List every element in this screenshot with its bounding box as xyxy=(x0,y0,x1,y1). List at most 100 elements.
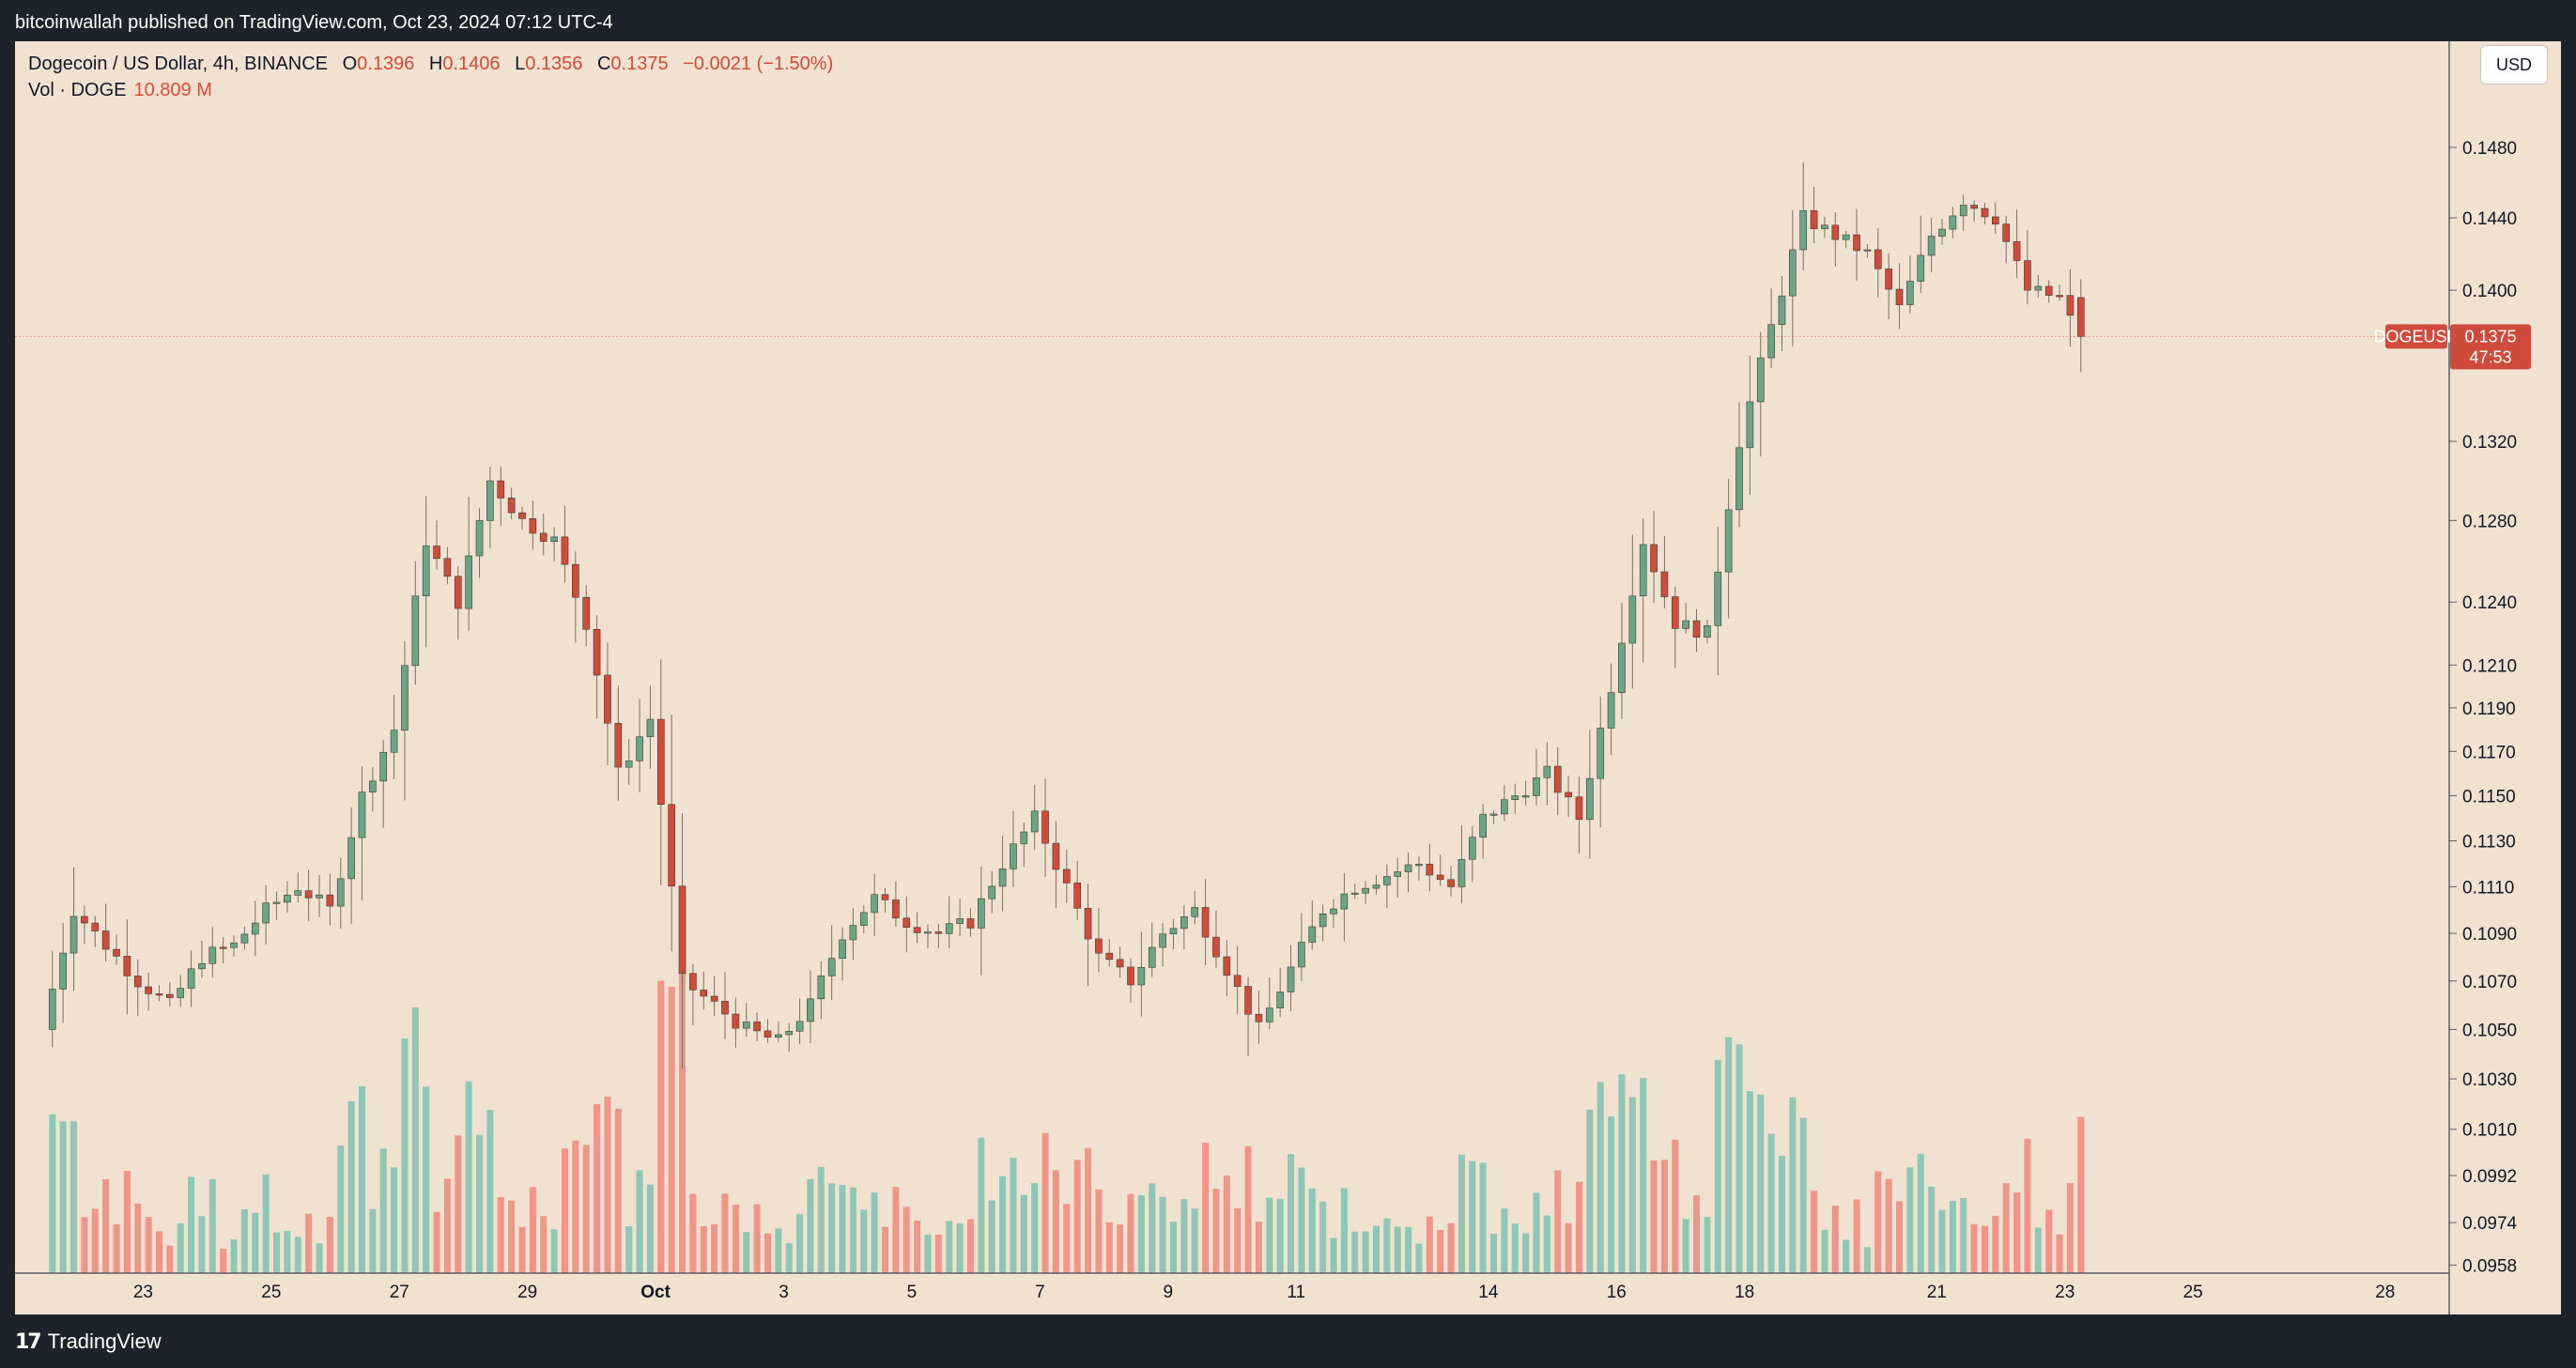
volume-bar xyxy=(849,1187,856,1273)
volume-bar xyxy=(1575,1181,1582,1273)
candle-body xyxy=(1191,907,1199,917)
candle-body xyxy=(433,546,440,560)
volume-bar xyxy=(1212,1189,1220,1273)
candle-body xyxy=(881,894,889,900)
time-tick-label: 27 xyxy=(390,1283,409,1302)
candle-body xyxy=(1906,281,1914,305)
legend-ohlc-row: Dogecoin / US Dollar, 4h, BINANCE O0.139… xyxy=(28,51,833,77)
volume-bar xyxy=(1821,1229,1828,1273)
volume-bar xyxy=(1799,1117,1807,1273)
volume-bar xyxy=(775,1228,782,1273)
candle-body xyxy=(1276,991,1284,1008)
volume-bar xyxy=(1298,1167,1305,1273)
volume-bar xyxy=(2077,1116,2085,1273)
volume-bar xyxy=(423,1086,430,1273)
volume-bar xyxy=(1426,1216,1433,1273)
volume-bar xyxy=(337,1145,345,1273)
volume-bar xyxy=(1447,1222,1455,1273)
candle-body xyxy=(177,988,185,998)
volume-bar xyxy=(358,1085,365,1273)
volume-bar xyxy=(1490,1233,1498,1273)
volume-bar xyxy=(1533,1192,1540,1273)
volume-bar xyxy=(1127,1193,1134,1273)
candle-body xyxy=(2024,260,2031,291)
candle-body xyxy=(1671,596,1679,629)
volume-bar xyxy=(1020,1194,1027,1273)
candle-body xyxy=(1330,908,1337,915)
tradingview-logo-icon: 17 xyxy=(15,1330,42,1354)
volume-bars xyxy=(49,973,2085,1273)
candlestick-chart[interactable]: 0.1480 0.1440 0.1400 0.1320 0.1280 0.1240 0.12… xyxy=(15,41,2561,1314)
volume-bar xyxy=(1394,1226,1401,1273)
candle-body xyxy=(529,518,537,534)
candle-body xyxy=(486,480,494,521)
candle-body xyxy=(978,898,985,929)
candle-body xyxy=(892,899,900,919)
volume-bar xyxy=(914,1220,921,1273)
candle-body xyxy=(91,922,100,931)
volume-bar xyxy=(2024,1138,2031,1273)
candle-body xyxy=(1287,966,1295,992)
candle-body xyxy=(316,894,323,899)
volume-bar xyxy=(924,1234,932,1273)
candle-body xyxy=(1201,907,1210,938)
volume-bar xyxy=(1960,1198,1967,1273)
volume-bar xyxy=(732,1205,739,1273)
price-tick-label: 0.1050 xyxy=(2462,1021,2517,1040)
time-tick-label: 16 xyxy=(1607,1283,1627,1302)
chart-panel[interactable]: 0.1480 0.1440 0.1400 0.1320 0.1280 0.1240 0.12… xyxy=(15,41,2561,1314)
volume-bar xyxy=(70,1121,78,1273)
legend-volume-label[interactable]: Vol · DOGE xyxy=(28,80,127,100)
price-axis[interactable]: 0.1480 0.1440 0.1400 0.1320 0.1280 0.1240 0.12… xyxy=(2449,139,2518,1276)
time-tick-label: 9 xyxy=(1164,1283,1174,1302)
candle-body xyxy=(795,1021,804,1032)
candle-body xyxy=(859,912,868,926)
candle-body xyxy=(827,958,836,976)
candle-body xyxy=(1682,620,1689,629)
legend-low-label: L xyxy=(515,54,526,74)
volume-bar xyxy=(476,1134,484,1273)
candle-body xyxy=(240,933,249,944)
candle-body xyxy=(988,885,996,899)
legend-change: −0.0021 (−1.50%) xyxy=(683,54,834,74)
volume-bar xyxy=(273,1232,281,1273)
volume-bar xyxy=(1234,1207,1242,1273)
volume-bar xyxy=(1522,1233,1530,1273)
volume-bar xyxy=(1383,1218,1391,1273)
candle-body xyxy=(123,956,131,976)
volume-bar xyxy=(220,1249,227,1273)
price-tick-label: 0.1150 xyxy=(2462,787,2516,807)
volume-bar xyxy=(326,1216,333,1273)
volume-bar xyxy=(369,1208,377,1273)
volume-bar xyxy=(1831,1206,1839,1273)
currency-button[interactable]: USD xyxy=(2480,45,2548,85)
volume-bar xyxy=(2045,1209,2053,1273)
candle-body xyxy=(1169,928,1178,935)
volume-bar xyxy=(1693,1195,1701,1273)
volume-bar xyxy=(753,1204,761,1273)
volume-bar xyxy=(1811,1191,1818,1273)
volume-bar xyxy=(1458,1154,1465,1273)
volume-bar xyxy=(1362,1231,1369,1273)
volume-bar xyxy=(1874,1171,1882,1273)
candle-body xyxy=(2056,295,2063,298)
candle-body xyxy=(1105,952,1114,961)
price-tick-label: 0.1190 xyxy=(2462,699,2516,719)
candle-body xyxy=(1692,620,1701,638)
candle-body xyxy=(1137,967,1146,986)
volume-bar xyxy=(465,1081,472,1273)
price-tick-label: 0.1240 xyxy=(2462,593,2517,613)
volume-bar xyxy=(166,1245,174,1273)
legend-symbol[interactable]: Dogecoin / US Dollar, 4h, BINANCE xyxy=(28,54,329,74)
time-axis[interactable]: 23 25 27 29 Oct 3 5 7 9 11 14 16 18 21 23 25 28 xyxy=(133,1283,2396,1302)
candle-body xyxy=(1340,893,1349,910)
time-tick-label: 7 xyxy=(1035,1283,1045,1302)
candle-body xyxy=(1885,268,1892,290)
volume-bar xyxy=(1041,1132,1049,1273)
tradingview-logo[interactable]: 17 TradingView xyxy=(15,1330,162,1354)
candle-body xyxy=(1778,295,1786,326)
volume-bar xyxy=(540,1216,548,1273)
candle-body xyxy=(742,1022,750,1029)
volume-bar xyxy=(1169,1222,1177,1273)
candle-body xyxy=(1479,813,1487,838)
